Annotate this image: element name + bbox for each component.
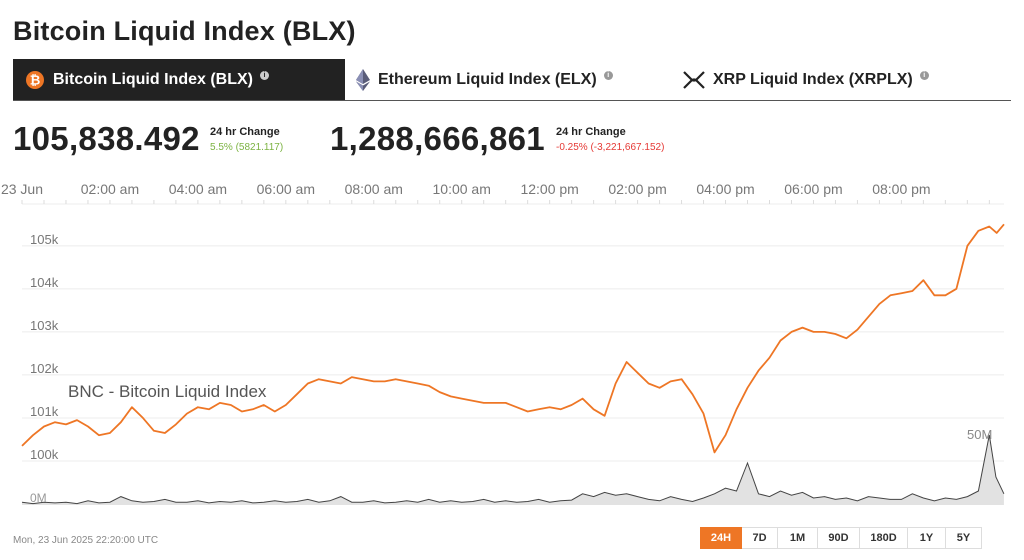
svg-text:₿: ₿	[30, 73, 41, 88]
x-tick-label: 06:00 am	[257, 181, 315, 197]
page-title: Bitcoin Liquid Index (BLX)	[13, 16, 356, 46]
range-button-24h[interactable]: 24H	[700, 527, 742, 549]
range-button-5y[interactable]: 5Y	[946, 527, 982, 549]
volume-axis-label: 0M	[30, 491, 47, 505]
x-tick-label: 10:00 am	[433, 181, 491, 197]
series-label: BNC - Bitcoin Liquid Index	[68, 382, 267, 401]
price-change-value: 5.5% (5821.117)	[210, 142, 284, 153]
y-tick-label: 101k	[30, 404, 59, 419]
x-tick-label: 04:00 am	[169, 181, 227, 197]
volume-area	[22, 435, 1004, 505]
price-chart[interactable]: 23 Jun 02:00 am 04:00 am 06:00 am 08:00 am 10…	[0, 168, 1024, 518]
y-tick-label: 103k	[30, 318, 59, 333]
price-value: 105,838.492	[13, 120, 200, 157]
tab-label: XRP Liquid Index (XRPLX)	[713, 70, 913, 88]
tab-label: Ethereum Liquid Index (ELX)	[378, 70, 597, 88]
range-button-180d[interactable]: 180D	[860, 527, 908, 549]
info-icon[interactable]: i	[603, 71, 613, 80]
tab-label: Bitcoin Liquid Index (BLX)	[53, 70, 253, 88]
volume-line	[21, 434, 1005, 505]
timestamp: Mon, 23 Jun 2025 22:20:00 UTC	[13, 535, 159, 546]
x-tick-label: 12:00 pm	[520, 181, 578, 197]
volume-max-label: 50M	[967, 427, 992, 442]
x-tick-label: 23 Jun	[1, 181, 43, 197]
ethereum-icon	[356, 68, 370, 91]
x-tick-label: 04:00 pm	[696, 181, 754, 197]
x-tick-label: 02:00 am	[81, 181, 139, 197]
tab-xrp[interactable]: XRP Liquid Index (XRPLX) i	[683, 59, 1011, 100]
y-tick-label: 100k	[30, 447, 59, 462]
range-button-1m[interactable]: 1M	[778, 527, 818, 549]
range-button-90d[interactable]: 90D	[818, 527, 860, 549]
x-tick-label: 08:00 am	[345, 181, 403, 197]
tab-bitcoin[interactable]: ₿ Bitcoin Liquid Index (BLX) i	[13, 59, 345, 100]
x-tick-label: 06:00 pm	[784, 181, 842, 197]
y-tick-label: 102k	[30, 361, 59, 376]
y-tick-label: 104k	[30, 275, 59, 290]
x-tick-label: 08:00 pm	[872, 181, 930, 197]
index-tabs: ₿ Bitcoin Liquid Index (BLX) i Ethereum …	[13, 59, 1011, 101]
volume-change-label: 24 hr Change	[556, 126, 626, 138]
x-tick-label: 02:00 pm	[608, 181, 666, 197]
bitcoin-icon: ₿	[25, 70, 45, 90]
price-line	[21, 223, 1005, 454]
xrp-icon	[683, 70, 705, 89]
info-icon[interactable]: i	[259, 71, 269, 80]
range-selector: 24H 7D 1M 90D 180D 1Y 5Y	[700, 527, 982, 549]
volume-change-value: -0.25% (-3,221,667.152)	[556, 142, 665, 153]
range-button-1y[interactable]: 1Y	[908, 527, 946, 549]
range-button-7d[interactable]: 7D	[742, 527, 778, 549]
tab-ethereum[interactable]: Ethereum Liquid Index (ELX) i	[356, 59, 676, 100]
info-icon[interactable]: i	[919, 71, 929, 80]
y-tick-label: 105k	[30, 232, 59, 247]
price-change-label: 24 hr Change	[210, 126, 280, 138]
volume-value: 1,288,666,861	[330, 120, 545, 157]
chart-svg[interactable]: 23 Jun 02:00 am 04:00 am 06:00 am 08:00 am 10…	[0, 168, 1024, 518]
